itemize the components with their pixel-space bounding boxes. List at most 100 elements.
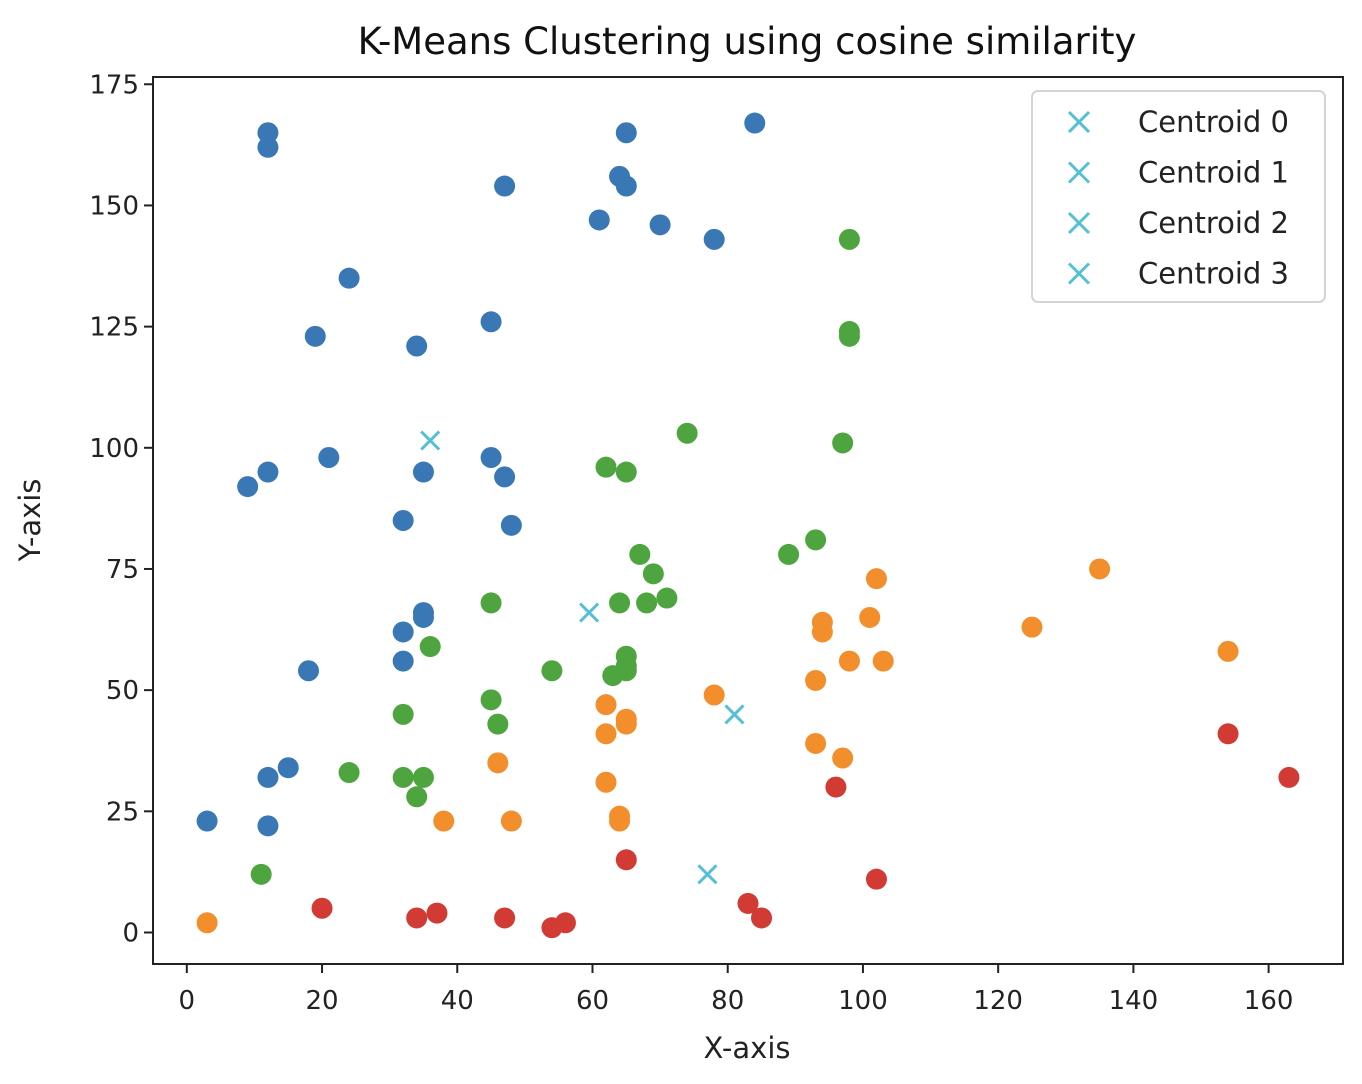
cluster-0-point bbox=[257, 136, 279, 158]
cluster-3-point bbox=[311, 897, 333, 919]
y-tick-label: 125 bbox=[89, 313, 139, 343]
cluster-0-point bbox=[649, 214, 671, 236]
cluster-0-point bbox=[703, 228, 725, 250]
cluster-3-point bbox=[825, 776, 847, 798]
x-tick-label: 0 bbox=[179, 986, 196, 1016]
cluster-0-point bbox=[298, 660, 320, 682]
cluster-2-point bbox=[615, 461, 637, 483]
cluster-1-point bbox=[1217, 640, 1239, 662]
legend-label: Centroid 1 bbox=[1138, 156, 1289, 190]
cluster-0-point bbox=[237, 476, 259, 498]
cluster-1-point bbox=[487, 752, 509, 774]
cluster-1-point bbox=[703, 684, 725, 706]
cluster-0-point bbox=[615, 122, 637, 144]
legend-label: Centroid 2 bbox=[1138, 206, 1289, 240]
cluster-3-point bbox=[865, 868, 887, 890]
cluster-2-point bbox=[419, 636, 441, 658]
cluster-0-point bbox=[744, 112, 766, 134]
cluster-2-point bbox=[629, 543, 651, 565]
cluster-2-point bbox=[838, 325, 860, 347]
x-tick-label: 100 bbox=[838, 986, 888, 1016]
cluster-1-point bbox=[811, 621, 833, 643]
cluster-0-point bbox=[196, 810, 218, 832]
x-tick-label: 40 bbox=[441, 986, 474, 1016]
cluster-0-point bbox=[257, 766, 279, 788]
cluster-2-point bbox=[480, 592, 502, 614]
centroid-2-marker bbox=[724, 704, 745, 725]
x-tick-label: 60 bbox=[576, 986, 609, 1016]
x-tick-label: 140 bbox=[1109, 986, 1159, 1016]
cluster-1-point bbox=[609, 810, 631, 832]
x-axis: 0 20 40 60 80 100 120 140 160 bbox=[179, 964, 1294, 1016]
cluster-2-point bbox=[676, 422, 698, 444]
cluster-3-point bbox=[554, 912, 576, 934]
centroid-1-marker bbox=[579, 602, 600, 623]
cluster-3-point bbox=[406, 907, 428, 929]
x-tick-label: 160 bbox=[1244, 986, 1294, 1016]
cluster-1-point bbox=[500, 810, 522, 832]
cluster-1-point bbox=[595, 723, 617, 745]
legend-label: Centroid 3 bbox=[1138, 257, 1289, 291]
y-axis: 0 25 50 75 100 125 150 175 bbox=[89, 70, 153, 948]
y-tick-label: 50 bbox=[106, 676, 139, 706]
y-axis-label: Y-axis bbox=[13, 479, 47, 563]
legend-label: Centroid 0 bbox=[1138, 105, 1289, 139]
centroid-markers bbox=[420, 430, 745, 885]
cluster-0-point bbox=[412, 606, 434, 628]
cluster-2-point bbox=[392, 703, 414, 725]
y-tick-label: 100 bbox=[89, 434, 139, 464]
cluster-2-point bbox=[338, 762, 360, 784]
cluster-1-point bbox=[838, 650, 860, 672]
cluster-3-point bbox=[615, 849, 637, 871]
centroid-0-marker bbox=[420, 430, 441, 451]
cluster-0-point bbox=[318, 446, 340, 468]
cluster-3-point bbox=[1217, 723, 1239, 745]
cluster-0-point bbox=[480, 311, 502, 333]
cluster-0-point bbox=[406, 335, 428, 357]
cluster-1-point bbox=[1021, 616, 1043, 638]
cluster-1-point bbox=[595, 694, 617, 716]
legend: Centroid 0 Centroid 1 Centroid 2 Centroid 3 bbox=[1031, 90, 1326, 303]
cluster-1-point bbox=[433, 810, 455, 832]
cluster-3-point bbox=[737, 892, 759, 914]
cluster-3-point bbox=[751, 907, 773, 929]
cluster-0-point bbox=[392, 510, 414, 531]
cluster-2-point bbox=[480, 689, 502, 711]
cluster-0-point bbox=[500, 514, 522, 536]
x-axis-label: X-axis bbox=[704, 1031, 791, 1065]
cluster-0-point bbox=[257, 461, 279, 483]
cluster-2-point bbox=[642, 563, 664, 585]
cluster-1-point bbox=[872, 650, 894, 672]
legend-marker-icon bbox=[1067, 161, 1091, 184]
cluster-0-point bbox=[494, 466, 516, 488]
cluster-1-point bbox=[615, 713, 637, 735]
legend-marker-icon bbox=[1067, 211, 1091, 235]
x-tick-label: 20 bbox=[305, 986, 338, 1016]
y-tick-label: 0 bbox=[122, 918, 139, 948]
cluster-1-point bbox=[859, 606, 881, 628]
y-tick-label: 175 bbox=[89, 70, 139, 100]
cluster-2-point bbox=[609, 592, 631, 614]
cluster-0-point bbox=[277, 757, 299, 779]
y-tick-label: 150 bbox=[89, 191, 139, 221]
cluster-2-point bbox=[250, 863, 272, 885]
cluster-0-point bbox=[304, 325, 326, 347]
cluster-0-point bbox=[615, 175, 637, 197]
legend-marker-icon bbox=[1067, 110, 1091, 134]
cluster-2-point bbox=[412, 766, 434, 788]
cluster-2-point bbox=[392, 766, 414, 788]
cluster-2-point bbox=[487, 713, 509, 735]
cluster-1-point bbox=[196, 912, 218, 934]
cluster-1-point bbox=[832, 747, 854, 769]
x-tick-label: 80 bbox=[711, 986, 744, 1016]
cluster-3-point bbox=[1278, 766, 1300, 788]
cluster-2-point bbox=[636, 592, 658, 614]
data-points bbox=[196, 112, 1300, 939]
centroid-3-marker bbox=[697, 864, 718, 885]
cluster-1-point bbox=[595, 771, 617, 793]
cluster-3-point bbox=[426, 902, 448, 924]
cluster-1-point bbox=[805, 732, 827, 754]
cluster-2-point bbox=[656, 587, 678, 609]
chart-title: K-Means Clustering using cosine similari… bbox=[358, 20, 1137, 63]
